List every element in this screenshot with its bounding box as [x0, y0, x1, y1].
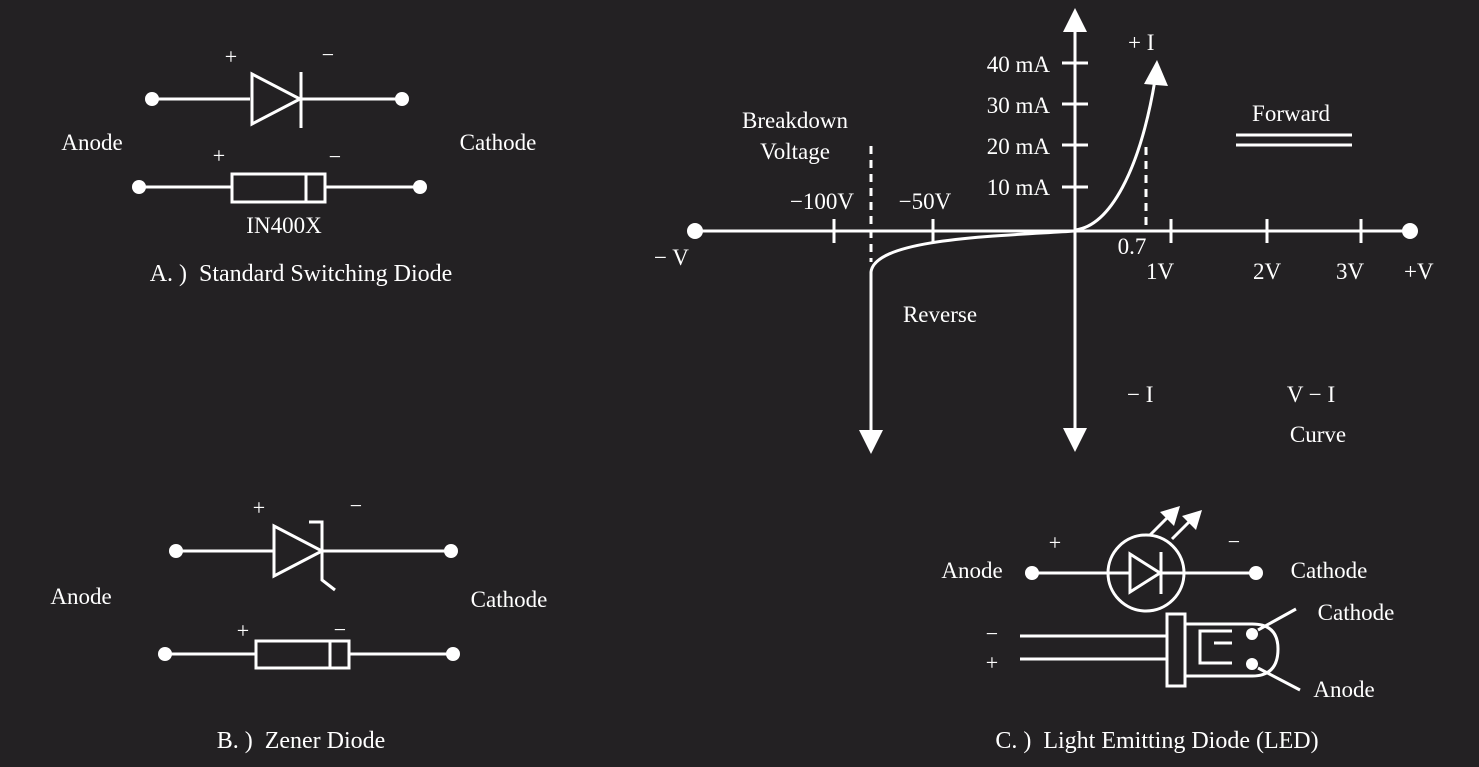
- led-pin-anode-label: Anode: [1313, 677, 1374, 702]
- forward-curve-arrow: [1144, 60, 1168, 86]
- zener-diode-symbol: [169, 520, 458, 592]
- voltage-axis-left-dot: [687, 223, 703, 239]
- standard-diode-caption: A. ) Standard Switching Diode: [150, 261, 453, 287]
- standard-cathode-label: Cathode: [460, 130, 537, 155]
- led-plus-sign: +: [1049, 530, 1061, 555]
- led-package: [1020, 607, 1301, 692]
- forward-curve: [1074, 79, 1157, 232]
- negative-current-label: − I: [1127, 382, 1153, 407]
- current-axis-up-arrow: [1063, 8, 1087, 32]
- current-tick-label: 20 mA: [987, 134, 1051, 159]
- voltage-axis-right-dot: [1402, 223, 1418, 239]
- part-number-label: IN400X: [246, 213, 322, 238]
- voltage-tick-label: 1V: [1146, 259, 1175, 284]
- voltage-tick-label: −100V: [790, 189, 854, 214]
- breakdown-label-line2: Voltage: [760, 139, 830, 164]
- reverse-label: Reverse: [903, 302, 977, 327]
- standard-minus-sign: −: [322, 42, 334, 67]
- vi-curve-graph: + I − I − V +V 40 mA 30 mA 20 mA 10 mA 1…: [654, 8, 1434, 454]
- standard-diode-symbol: [145, 71, 409, 128]
- standard-plus-sign: +: [225, 44, 237, 69]
- reverse-curve: [869, 229, 1076, 430]
- led-anode-label: Anode: [941, 558, 1002, 583]
- zener-diode-caption: B. ) Zener Diode: [217, 728, 386, 754]
- threshold-voltage-label: 0.7: [1118, 234, 1147, 259]
- zener-cathode-label: Cathode: [471, 587, 548, 612]
- standard-diode-group: + − + − Anode Cathode IN400X A. ) Standa…: [61, 42, 536, 287]
- forward-label: Forward: [1252, 101, 1330, 126]
- current-axis-down-arrow: [1063, 428, 1087, 452]
- voltage-tick-label: 3V: [1336, 259, 1365, 284]
- standard-diode-package: [132, 172, 427, 204]
- zener-package-plus-sign: +: [237, 618, 249, 643]
- reverse-curve-arrow: [859, 430, 883, 454]
- breakdown-label-line1: Breakdown: [742, 108, 849, 133]
- led-minus-sign: −: [1228, 529, 1240, 554]
- positive-current-label: + I: [1128, 30, 1154, 55]
- negative-voltage-label: − V: [654, 245, 689, 270]
- led-package-minus-sign: −: [986, 621, 998, 646]
- zener-anode-label: Anode: [50, 584, 111, 609]
- vi-title-line1: V − I: [1287, 382, 1335, 407]
- led-group: + − − + Anode Cathode Cathode Anode C. )…: [941, 506, 1394, 754]
- voltage-tick-label: −50V: [899, 189, 952, 214]
- led-pin-cathode-label: Cathode: [1318, 600, 1395, 625]
- zener-diode-group: + − + − Anode Cathode B. ) Zener Diode: [50, 493, 547, 754]
- zener-plus-sign: +: [253, 495, 265, 520]
- positive-voltage-label: +V: [1404, 259, 1434, 284]
- led-cathode-label: Cathode: [1291, 558, 1368, 583]
- vi-title-line2: Curve: [1290, 422, 1346, 447]
- led-symbol: [1025, 506, 1263, 613]
- standard-anode-label: Anode: [61, 130, 122, 155]
- led-caption: C. ) Light Emitting Diode (LED): [995, 728, 1318, 754]
- voltage-tick-label: 2V: [1253, 259, 1282, 284]
- standard-package-minus-sign: −: [329, 144, 341, 169]
- current-tick-label: 30 mA: [987, 93, 1051, 118]
- zener-diode-package: [158, 639, 460, 670]
- current-tick-label: 10 mA: [987, 175, 1051, 200]
- zener-minus-sign: −: [350, 493, 362, 518]
- led-package-plus-sign: +: [986, 650, 998, 675]
- current-tick-label: 40 mA: [987, 52, 1051, 77]
- standard-package-plus-sign: +: [213, 143, 225, 168]
- zener-package-minus-sign: −: [334, 617, 346, 642]
